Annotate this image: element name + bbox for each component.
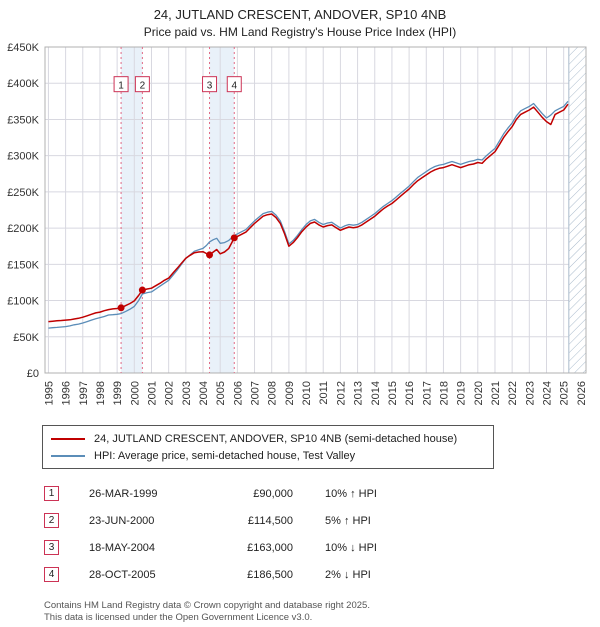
annotation-box <box>202 76 218 93</box>
transaction-row: 4 28-OCT-2005 £186,500 2% ↓ HPI <box>44 561 600 588</box>
transaction-number-badge: 3 <box>44 540 59 555</box>
x-tick-label: 2010 <box>301 381 313 405</box>
x-tick-label: 2019 <box>456 381 468 405</box>
x-tick-label: 2024 <box>541 381 553 405</box>
x-tick-label: 2018 <box>438 381 450 405</box>
annotation-number: 3 <box>207 81 213 92</box>
transaction-date: 23-JUN-2000 <box>89 514 155 527</box>
sale-marker <box>206 251 214 259</box>
series-line-hpi <box>48 100 569 329</box>
transaction-date: 28-OCT-2005 <box>89 568 156 581</box>
transaction-hpi-delta: 10% ↑ HPI <box>325 487 377 500</box>
y-tick-label: £300K <box>7 151 39 163</box>
legend-row-hpi: HPI: Average price, semi-detached house,… <box>51 447 485 464</box>
y-tick-label: £350K <box>7 114 39 126</box>
transaction-price: £163,000 <box>247 541 293 554</box>
x-tick-label: 1996 <box>61 381 73 405</box>
license-note: Contains HM Land Registry data © Crown c… <box>44 600 600 625</box>
x-tick-label: 2020 <box>473 381 485 405</box>
annotation-number: 2 <box>140 81 146 92</box>
x-tick-label: 2006 <box>232 381 244 405</box>
x-tick-label: 2009 <box>284 381 296 405</box>
transaction-row: 2 23-JUN-2000 £114,500 5% ↑ HPI <box>44 507 600 534</box>
transaction-number-badge: 2 <box>44 513 59 528</box>
x-tick-label: 2026 <box>576 381 588 405</box>
x-tick-label: 2013 <box>353 381 365 405</box>
x-tick-label: 2008 <box>267 381 279 405</box>
plot-frame <box>44 46 587 374</box>
x-tick-label: 2002 <box>164 381 176 405</box>
transaction-number-badge: 1 <box>44 486 59 501</box>
y-tick-label: £150K <box>7 259 39 271</box>
highlight-band <box>209 47 235 373</box>
transaction-date: 18-MAY-2004 <box>89 541 156 554</box>
page-subtitle: Price paid vs. HM Land Registry's House … <box>143 25 457 39</box>
y-tick-label: £100K <box>7 296 39 308</box>
x-tick-label: 2011 <box>318 381 330 405</box>
license-line-2: This data is licensed under the Open Gov… <box>44 612 313 624</box>
sale-marker <box>138 286 146 294</box>
x-tick-label: 2014 <box>370 381 382 405</box>
annotation-number: 4 <box>231 81 237 92</box>
transaction-hpi-delta: 10% ↓ HPI <box>325 541 377 554</box>
x-tick-label: 2017 <box>421 381 433 405</box>
y-tick-label: £0 <box>27 368 39 380</box>
transaction-price: £90,000 <box>253 487 293 500</box>
legend-row-property: 24, JUTLAND CRESCENT, ANDOVER, SP10 4NB … <box>51 430 485 447</box>
price-chart: £0 £50K £100K £150K £200K £250K £300K £350K £400… <box>7 42 588 405</box>
sale-marker <box>230 234 238 242</box>
legend-label-hpi: HPI: Average price, semi-detached house,… <box>94 449 356 462</box>
transaction-date: 26-MAR-1999 <box>89 487 158 500</box>
transaction-row: 1 26-MAR-1999 £90,000 10% ↑ HPI <box>44 480 600 507</box>
license-line-1: Contains HM Land Registry data © Crown c… <box>44 600 370 611</box>
x-tick-label: 2022 <box>507 381 519 405</box>
x-tick-label: 2001 <box>146 381 158 405</box>
x-tick-label: 2016 <box>404 381 416 405</box>
property-line-swatch <box>51 437 85 440</box>
y-tick-label: £200K <box>7 223 39 235</box>
x-tick-label: 2015 <box>387 381 399 405</box>
x-tick-label: 2025 <box>559 381 571 405</box>
y-tick-label: £50K <box>13 332 39 344</box>
sale-marker <box>117 304 125 312</box>
transaction-number-badge: 4 <box>44 567 59 582</box>
annotation-box <box>134 76 150 93</box>
annotation-number: 1 <box>118 81 124 92</box>
transaction-row: 3 18-MAY-2004 £163,000 10% ↓ HPI <box>44 534 600 561</box>
x-tick-label: 2000 <box>129 381 141 405</box>
future-hatch-region <box>568 46 587 374</box>
y-tick-label: £450K <box>7 42 39 54</box>
legend-label-property: 24, JUTLAND CRESCENT, ANDOVER, SP10 4NB … <box>94 432 458 445</box>
annotation-box <box>113 76 129 93</box>
x-tick-label: 1995 <box>43 381 55 405</box>
transaction-hpi-delta: 2% ↓ HPI <box>325 568 371 581</box>
x-tick-label: 2005 <box>215 381 227 405</box>
x-tick-label: 1997 <box>78 381 90 405</box>
annotation-box <box>226 76 242 93</box>
transaction-hpi-delta: 5% ↑ HPI <box>325 514 371 527</box>
x-tick-label: 2021 <box>490 381 502 405</box>
x-tick-label: 2012 <box>335 381 347 405</box>
x-tick-label: 2007 <box>250 381 262 405</box>
transaction-price: £114,500 <box>247 514 293 527</box>
highlight-band <box>121 47 143 373</box>
hpi-line-swatch <box>51 454 85 457</box>
y-tick-label: £250K <box>7 187 39 199</box>
x-tick-label: 2004 <box>198 381 210 405</box>
page-title: 24, JUTLAND CRESCENT, ANDOVER, SP10 4NB <box>153 7 447 22</box>
chart-legend: 24, JUTLAND CRESCENT, ANDOVER, SP10 4NB … <box>42 425 494 469</box>
transaction-table: 1 26-MAR-1999 £90,000 10% ↑ HPI 2 23-JUN-2000… <box>44 480 600 588</box>
x-tick-label: 1999 <box>112 381 124 405</box>
series-line-property <box>48 103 569 323</box>
y-tick-label: £400K <box>7 78 39 90</box>
x-tick-label: 2003 <box>181 381 193 405</box>
x-tick-label: 2023 <box>524 381 536 405</box>
x-tick-label: 1998 <box>95 381 107 405</box>
transaction-price: £186,500 <box>247 568 293 581</box>
